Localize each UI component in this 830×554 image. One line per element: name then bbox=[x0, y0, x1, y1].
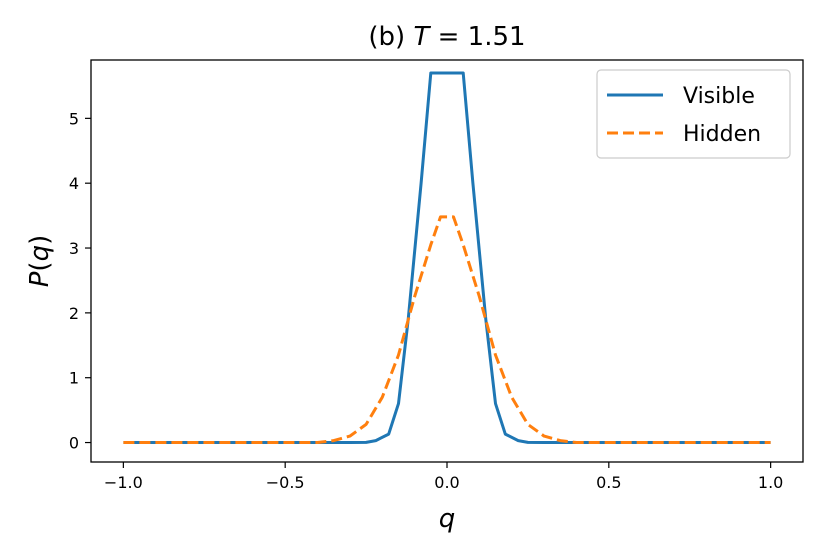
y-tick-label: 4 bbox=[69, 174, 79, 193]
chart-title: (b) T = 1.51 bbox=[368, 22, 525, 52]
x-tick-label: −0.5 bbox=[266, 473, 305, 492]
plot-area bbox=[123, 71, 771, 444]
series-line-visible bbox=[123, 71, 771, 444]
ticks: −1.0 −0.5 0.0 0.5 1.0 0 1 2 3 4 5 bbox=[69, 109, 784, 492]
legend-box bbox=[596, 69, 791, 159]
y-axis-label: P(q) bbox=[25, 235, 55, 288]
y-tick-label: 5 bbox=[69, 109, 79, 128]
series-line-hidden bbox=[123, 215, 771, 444]
y-tick-label: 2 bbox=[69, 304, 79, 323]
x-tick-label: 0.0 bbox=[434, 473, 459, 492]
legend-label-hidden: Hidden bbox=[683, 122, 761, 147]
y-tick-label: 0 bbox=[69, 434, 79, 453]
x-tick-label: −1.0 bbox=[104, 473, 143, 492]
x-tick-label: 0.5 bbox=[596, 473, 621, 492]
legend-label-visible: Visible bbox=[683, 84, 755, 109]
y-tick-label: 3 bbox=[69, 239, 79, 258]
y-tick-label: 1 bbox=[69, 369, 79, 388]
legend: Visible Hidden bbox=[596, 69, 791, 159]
x-axis-label: q bbox=[439, 504, 456, 534]
x-tick-label: 1.0 bbox=[758, 473, 783, 492]
